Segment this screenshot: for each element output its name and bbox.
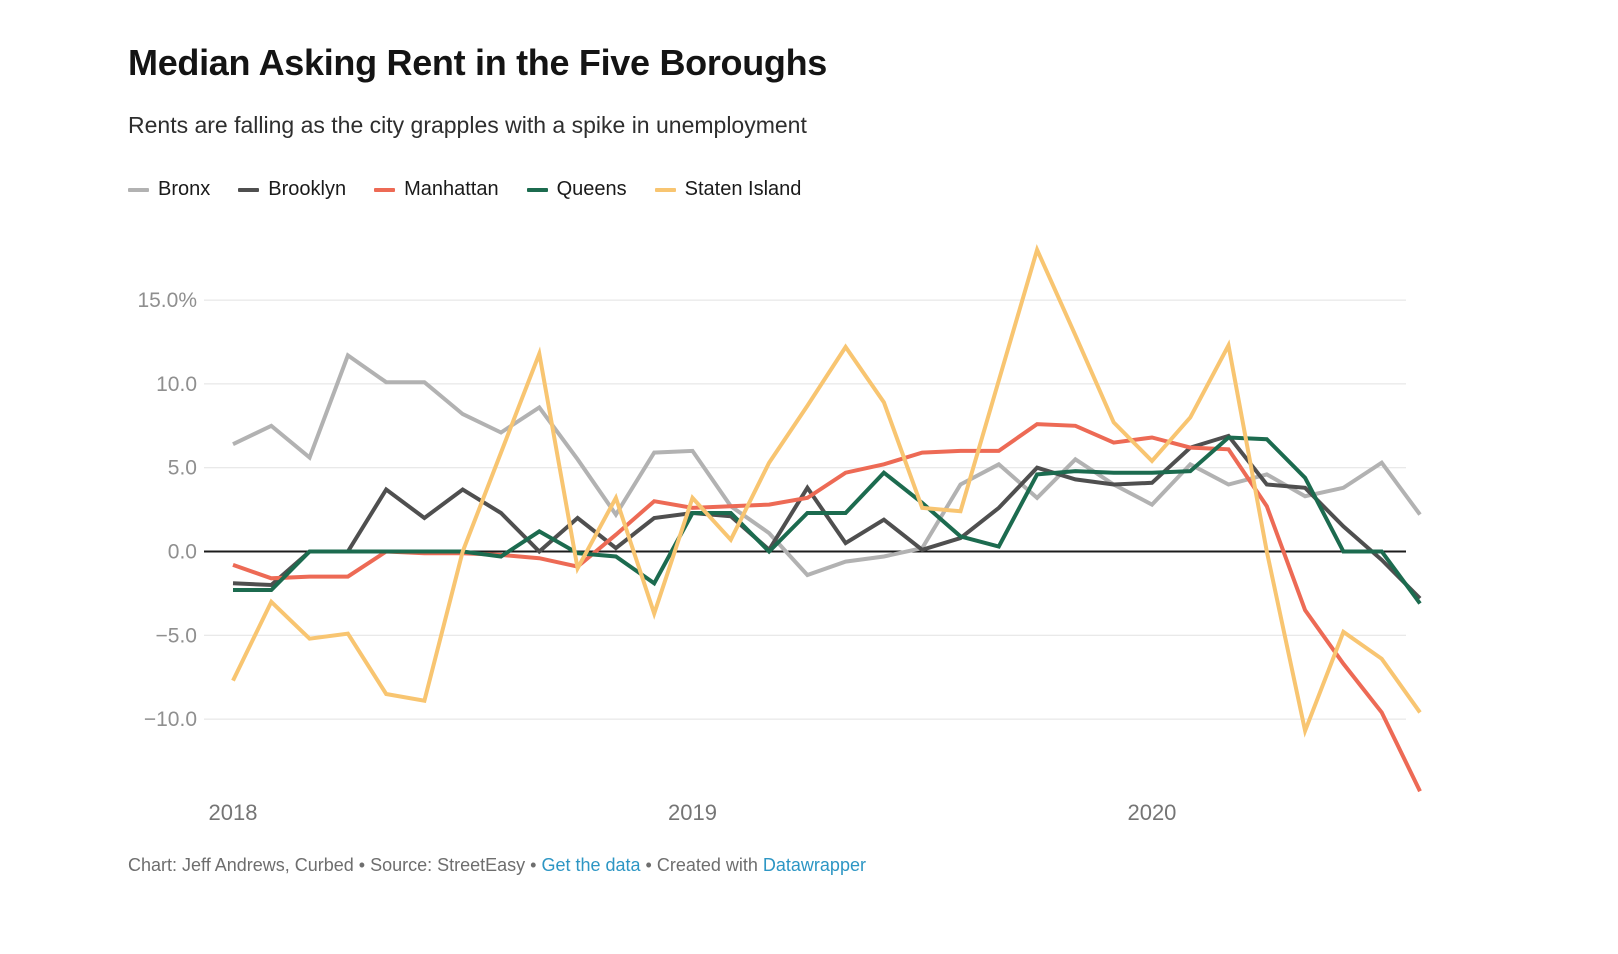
get-the-data-link[interactable]: Get the data [541,855,641,875]
legend-item-staten-island: Staten Island [654,178,802,201]
legend-swatch-icon [654,187,676,192]
legend-swatch-icon [374,187,396,192]
y-tick-label: 10.0 [156,373,197,396]
legend-item-manhattan: Manhattan [374,178,499,201]
datawrapper-link[interactable]: Datawrapper [762,855,866,875]
x-tick-label: 2018 [209,800,258,825]
series-line-bronx [232,352,1422,578]
legend-label: Staten Island [684,178,802,200]
y-tick-label: −10.0 [144,708,197,731]
chart-footer: Chart: Jeff Andrews, Curbed • Source: St… [128,855,866,876]
series-line-brooklyn [232,433,1422,600]
legend-item-bronx: Bronx [128,178,210,201]
y-tick-label: 5.0 [168,457,197,480]
series-line-queens [233,435,1422,605]
legend-label: Queens [556,178,627,200]
chart-title: Median Asking Rent in the Five Boroughs [128,42,828,83]
legend-label: Bronx [158,178,211,200]
legend-item-brooklyn: Brooklyn [238,178,346,201]
x-tick-label: 2019 [668,800,717,825]
legend-swatch-icon [128,187,149,192]
footer-text: Chart: Jeff Andrews, Curbed • Source: St… [128,855,542,875]
chart-subtitle: Rents are falling as the city grapples w… [128,112,807,138]
legend-label: Brooklyn [268,178,347,200]
y-tick-label: −5.0 [156,624,197,647]
x-tick-label: 2020 [1127,800,1176,825]
y-tick-label: 15.0% [137,289,197,312]
legend-label: Manhattan [404,178,499,200]
legend: Bronx Brooklyn Manhattan Queens Staten Islan… [128,178,801,201]
series-line-staten-island [231,244,1422,738]
legend-swatch-icon [526,187,548,192]
legend-item-queens: Queens [526,178,627,201]
y-tick-label: 0.0 [168,541,197,564]
legend-swatch-icon [238,187,260,192]
footer-text: • Created with [640,855,763,875]
